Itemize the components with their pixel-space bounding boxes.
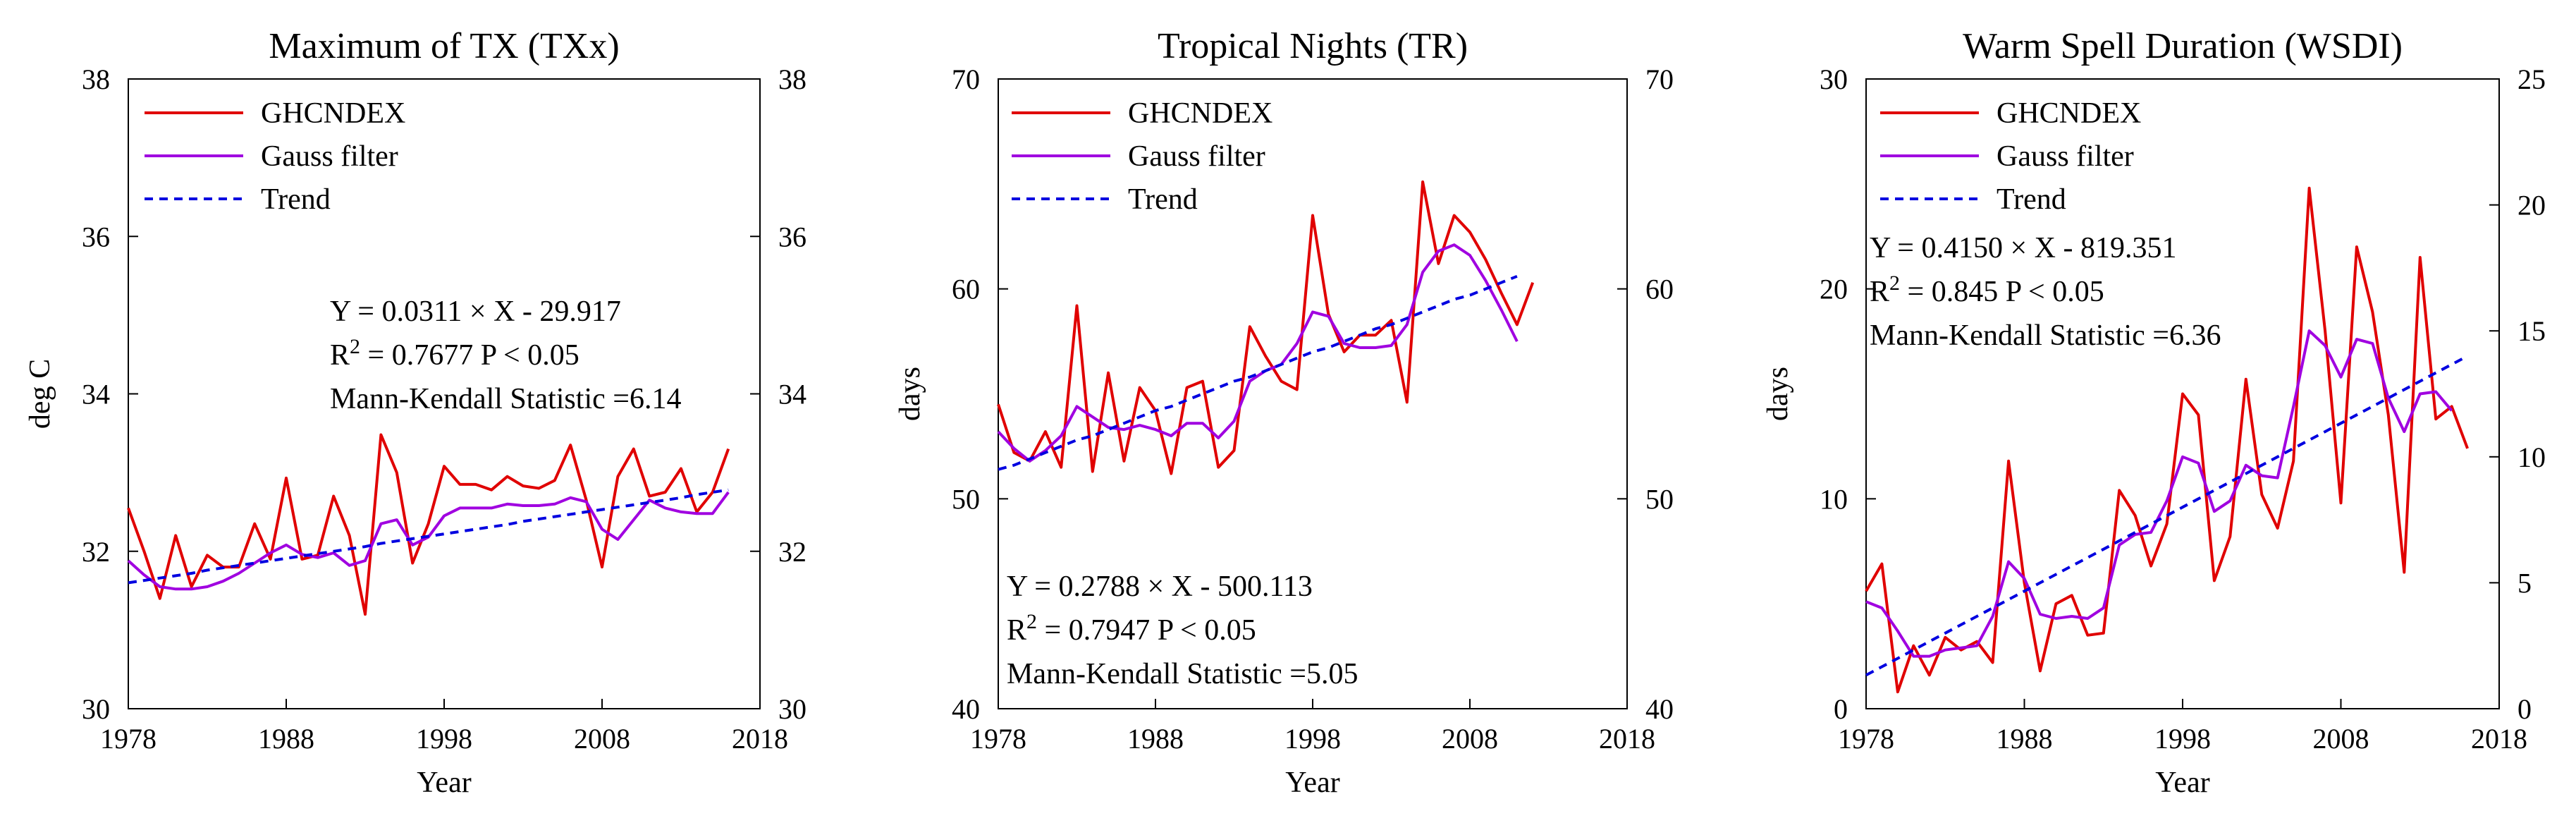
x-tick-label: 1998	[416, 723, 472, 755]
series-ghcndex	[127, 433, 730, 616]
chart-title: Maximum of TX (TXx)	[269, 26, 619, 66]
r-squared-text: R2 = 0.7677 P < 0.05	[330, 335, 579, 372]
stats-annotation: Y = 0.4150 × X - 819.351 R2 = 0.845 P < 0…	[1870, 232, 2221, 352]
x-axis-label: Year	[417, 767, 471, 799]
x-tick-label: 1988	[258, 723, 314, 755]
series-line	[127, 491, 730, 591]
mann-kendall-text: Mann-Kendall Statistic =5.05	[1007, 658, 1358, 690]
x-tick-label: 2018	[1599, 723, 1655, 755]
regression-equation: Y = 0.0311 × X - 29.917	[330, 295, 621, 328]
x-tick-label: 2008	[574, 723, 630, 755]
right-y-tick-label: 5	[2517, 567, 2532, 599]
x-tick-label: 2008	[1442, 723, 1498, 755]
legend-label: Trend	[1128, 183, 1198, 216]
r-squared-text: R2 = 0.7947 P < 0.05	[1007, 610, 1256, 647]
legend-label: Trend	[1997, 183, 2066, 216]
right-y-tick-label: 40	[1645, 693, 1674, 725]
right-y-tick-label: 25	[2517, 63, 2546, 95]
legend: GHCNDEX Gauss filter Trend	[1012, 97, 1272, 216]
series-line	[1865, 355, 2469, 677]
legend-label: GHCNDEX	[1128, 97, 1272, 130]
y-tick-label: 60	[952, 274, 980, 305]
y-axis-label: deg C	[24, 359, 56, 429]
y-tick-label: 0	[1834, 693, 1848, 725]
series-line	[127, 433, 730, 616]
y-axis-label: days	[894, 367, 926, 421]
series-gauss-filter	[127, 491, 730, 591]
right-y-tick-label: 15	[2517, 315, 2546, 347]
x-tick-label: 1988	[1997, 723, 2053, 755]
stats-annotation: Y = 0.2788 × X - 500.113 R2 = 0.7947 P < …	[1007, 570, 1358, 690]
chart-title: Tropical Nights (TR)	[1158, 26, 1468, 66]
y-tick-label: 30	[1820, 63, 1848, 95]
series-line	[997, 243, 1519, 463]
legend-label: GHCNDEX	[261, 97, 405, 130]
series-line	[998, 274, 1518, 471]
x-tick-label: 1978	[1838, 723, 1894, 755]
series-trend	[1865, 355, 2469, 677]
y-axis-label: days	[1762, 367, 1794, 421]
chart-title: Warm Spell Duration (WSDI)	[1963, 26, 2403, 66]
x-tick-label: 2018	[732, 723, 788, 755]
x-tick-label: 1978	[970, 723, 1026, 755]
series-gauss-filter	[997, 243, 1519, 463]
series-line	[1865, 329, 2453, 658]
y-tick-label: 10	[1820, 483, 1848, 515]
series-line	[128, 488, 729, 585]
right-y-tick-label: 60	[1645, 274, 1674, 305]
series-line	[997, 180, 1535, 475]
x-tick-label: 2008	[2313, 723, 2369, 755]
stats-annotation: Y = 0.0311 × X - 29.917 R2 = 0.7677 P < 0…	[330, 295, 681, 415]
right-y-tick-label: 50	[1645, 483, 1674, 515]
legend-label: GHCNDEX	[1997, 97, 2141, 130]
chart-panel-2: Tropical Nights (TR) 1978 1988 1998 2008 2018…	[894, 26, 1674, 799]
series-gauss-filter	[1865, 329, 2453, 658]
right-y-tick-label: 32	[778, 536, 806, 568]
legend: GHCNDEX Gauss filter Trend	[145, 97, 405, 216]
chart-panel-3: Warm Spell Duration (WSDI) 1978 1988 1998 20…	[1762, 26, 2546, 799]
y-tick-label: 36	[82, 221, 110, 252]
legend-label: Trend	[261, 183, 331, 216]
right-y-tick-label: 10	[2517, 441, 2546, 473]
x-tick-label: 1978	[100, 723, 157, 755]
mann-kendall-text: Mann-Kendall Statistic =6.36	[1870, 319, 2221, 352]
legend: GHCNDEX Gauss filter Trend	[1880, 97, 2141, 216]
mann-kendall-text: Mann-Kendall Statistic =6.14	[330, 383, 681, 415]
y-tick-label: 20	[1820, 274, 1848, 305]
legend-label: Gauss filter	[1128, 140, 1265, 173]
right-y-tick-label: 34	[778, 379, 806, 410]
x-tick-label: 1998	[2154, 723, 2211, 755]
regression-equation: Y = 0.4150 × X - 819.351	[1870, 232, 2176, 264]
y-tick-label: 40	[952, 693, 980, 725]
x-axis-label: Year	[1285, 767, 1339, 799]
y-tick-label: 34	[82, 379, 110, 410]
legend-label: Gauss filter	[1997, 140, 2134, 173]
right-y-tick-label: 38	[778, 63, 806, 95]
y-tick-label: 50	[952, 483, 980, 515]
right-y-tick-label: 36	[778, 221, 806, 252]
x-axis-label: Year	[2155, 767, 2209, 799]
y-tick-label: 30	[82, 693, 110, 725]
x-tick-label: 1988	[1127, 723, 1184, 755]
y-tick-label: 32	[82, 536, 110, 568]
series-ghcndex	[997, 180, 1535, 475]
right-y-tick-label: 70	[1645, 63, 1674, 95]
y-tick-label: 38	[82, 63, 110, 95]
series-trend	[128, 488, 729, 585]
legend-label: Gauss filter	[261, 140, 398, 173]
x-tick-label: 2018	[2471, 723, 2527, 755]
right-y-tick-label: 20	[2517, 190, 2546, 221]
y-tick-label: 70	[952, 63, 980, 95]
x-tick-label: 1998	[1284, 723, 1341, 755]
regression-equation: Y = 0.2788 × X - 500.113	[1007, 570, 1313, 603]
r-squared-text: R2 = 0.845 P < 0.05	[1870, 271, 2104, 308]
right-y-tick-label: 0	[2517, 693, 2532, 725]
right-y-tick-label: 30	[778, 693, 806, 725]
series-trend	[998, 274, 1518, 471]
chart-panel-1: Maximum of TX (TXx) 1978 1988 1998 2008 2018 Y…	[24, 26, 806, 799]
